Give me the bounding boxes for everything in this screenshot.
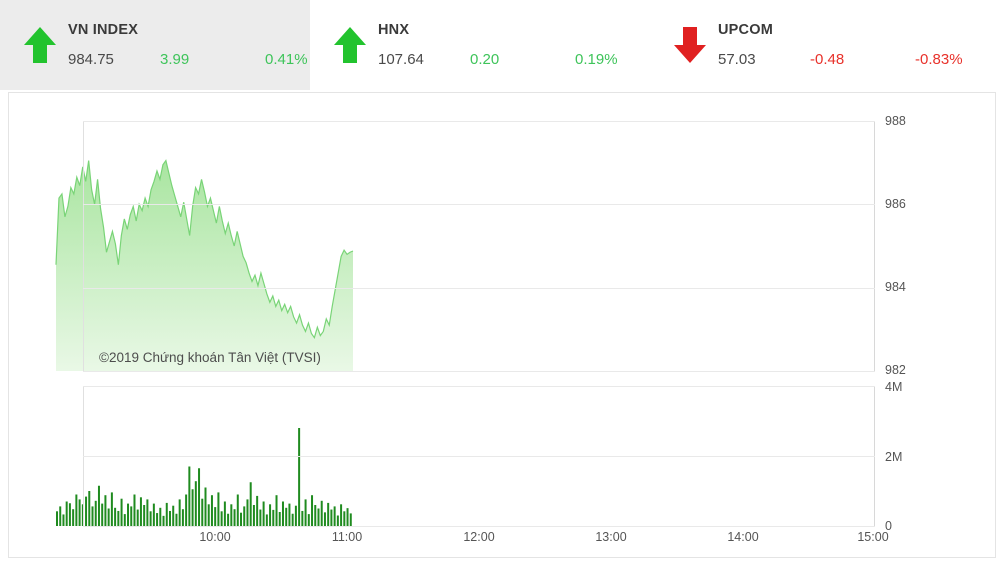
y-tick-982: 982 [885,363,906,377]
y-tick-0: 0 [885,519,892,533]
index-change: 3.99 [160,51,190,68]
index-values: 57.03 -0.48 -0.83% [718,51,963,68]
index-price: 57.03 [718,51,756,68]
y-tick-2M: 2M [885,450,903,464]
index-values: 984.75 3.99 0.41% [68,51,308,68]
y-axis-labels: 988 986 984 982 4M 2M 0 [885,93,945,533]
x-tick-1500: 15:00 [857,530,889,544]
index-texts: UPCOM 57.03 -0.48 -0.83% [718,22,963,68]
index-texts: VN INDEX 984.75 3.99 0.41% [68,22,308,68]
x-tick-1400: 14:00 [727,530,759,544]
x-tick-1000: 10:00 [199,530,231,544]
gridline [83,287,875,289]
index-change: 0.20 [470,51,500,68]
price-axis-box [83,121,875,371]
index-name: UPCOM [718,22,773,38]
x-tick-1200: 12:00 [463,530,495,544]
volume-series [56,428,352,526]
index-name: VN INDEX [68,22,139,38]
index-values: 107.64 0.20 0.19% [378,51,618,68]
index-percent: 0.41% [265,51,308,68]
price-series [55,159,354,371]
y-tick-984: 984 [885,280,906,294]
arrow-up-icon [12,25,68,65]
price-chart[interactable]: ©2019 Chứng khoán Tân Việt (TVSI) [55,121,875,372]
index-tab-upcom[interactable]: UPCOM 57.03 -0.48 -0.83% [650,0,984,90]
index-tab-hnx[interactable]: HNX 107.64 0.20 0.19% [310,0,650,90]
chart-panel: ©2019 Chứng khoán Tân Việt (TVSI) 988 98… [8,92,996,558]
gridline [83,371,875,372]
gridline [83,204,875,206]
index-percent: -0.83% [915,51,963,68]
arrow-down-icon [662,25,718,65]
index-price: 107.64 [378,51,424,68]
x-tick-1100: 11:00 [331,530,363,544]
index-summary-bar: VN INDEX 984.75 3.99 0.41% HNX 107.64 0.… [0,0,1004,90]
gridline [83,386,875,387]
index-name: HNX [378,22,410,38]
index-percent: 0.19% [575,51,618,68]
x-tick-1300: 13:00 [595,530,627,544]
index-change: -0.48 [810,51,845,68]
arrow-up-icon [322,25,378,65]
watermark-text: ©2019 Chứng khoán Tân Việt (TVSI) [99,350,321,365]
x-axis-labels: 10:00 11:00 12:00 13:00 14:00 15:00 [83,530,888,550]
index-texts: HNX 107.64 0.20 0.19% [378,22,618,68]
y-tick-4M: 4M [885,380,903,394]
index-price: 984.75 [68,51,114,68]
index-tab-vn-index[interactable]: VN INDEX 984.75 3.99 0.41% [0,0,310,90]
gridline [83,456,875,457]
y-tick-986: 986 [885,197,906,211]
gridline [83,526,875,527]
volume-chart[interactable] [56,386,875,527]
gridline [83,121,875,122]
y-tick-988: 988 [885,114,906,128]
